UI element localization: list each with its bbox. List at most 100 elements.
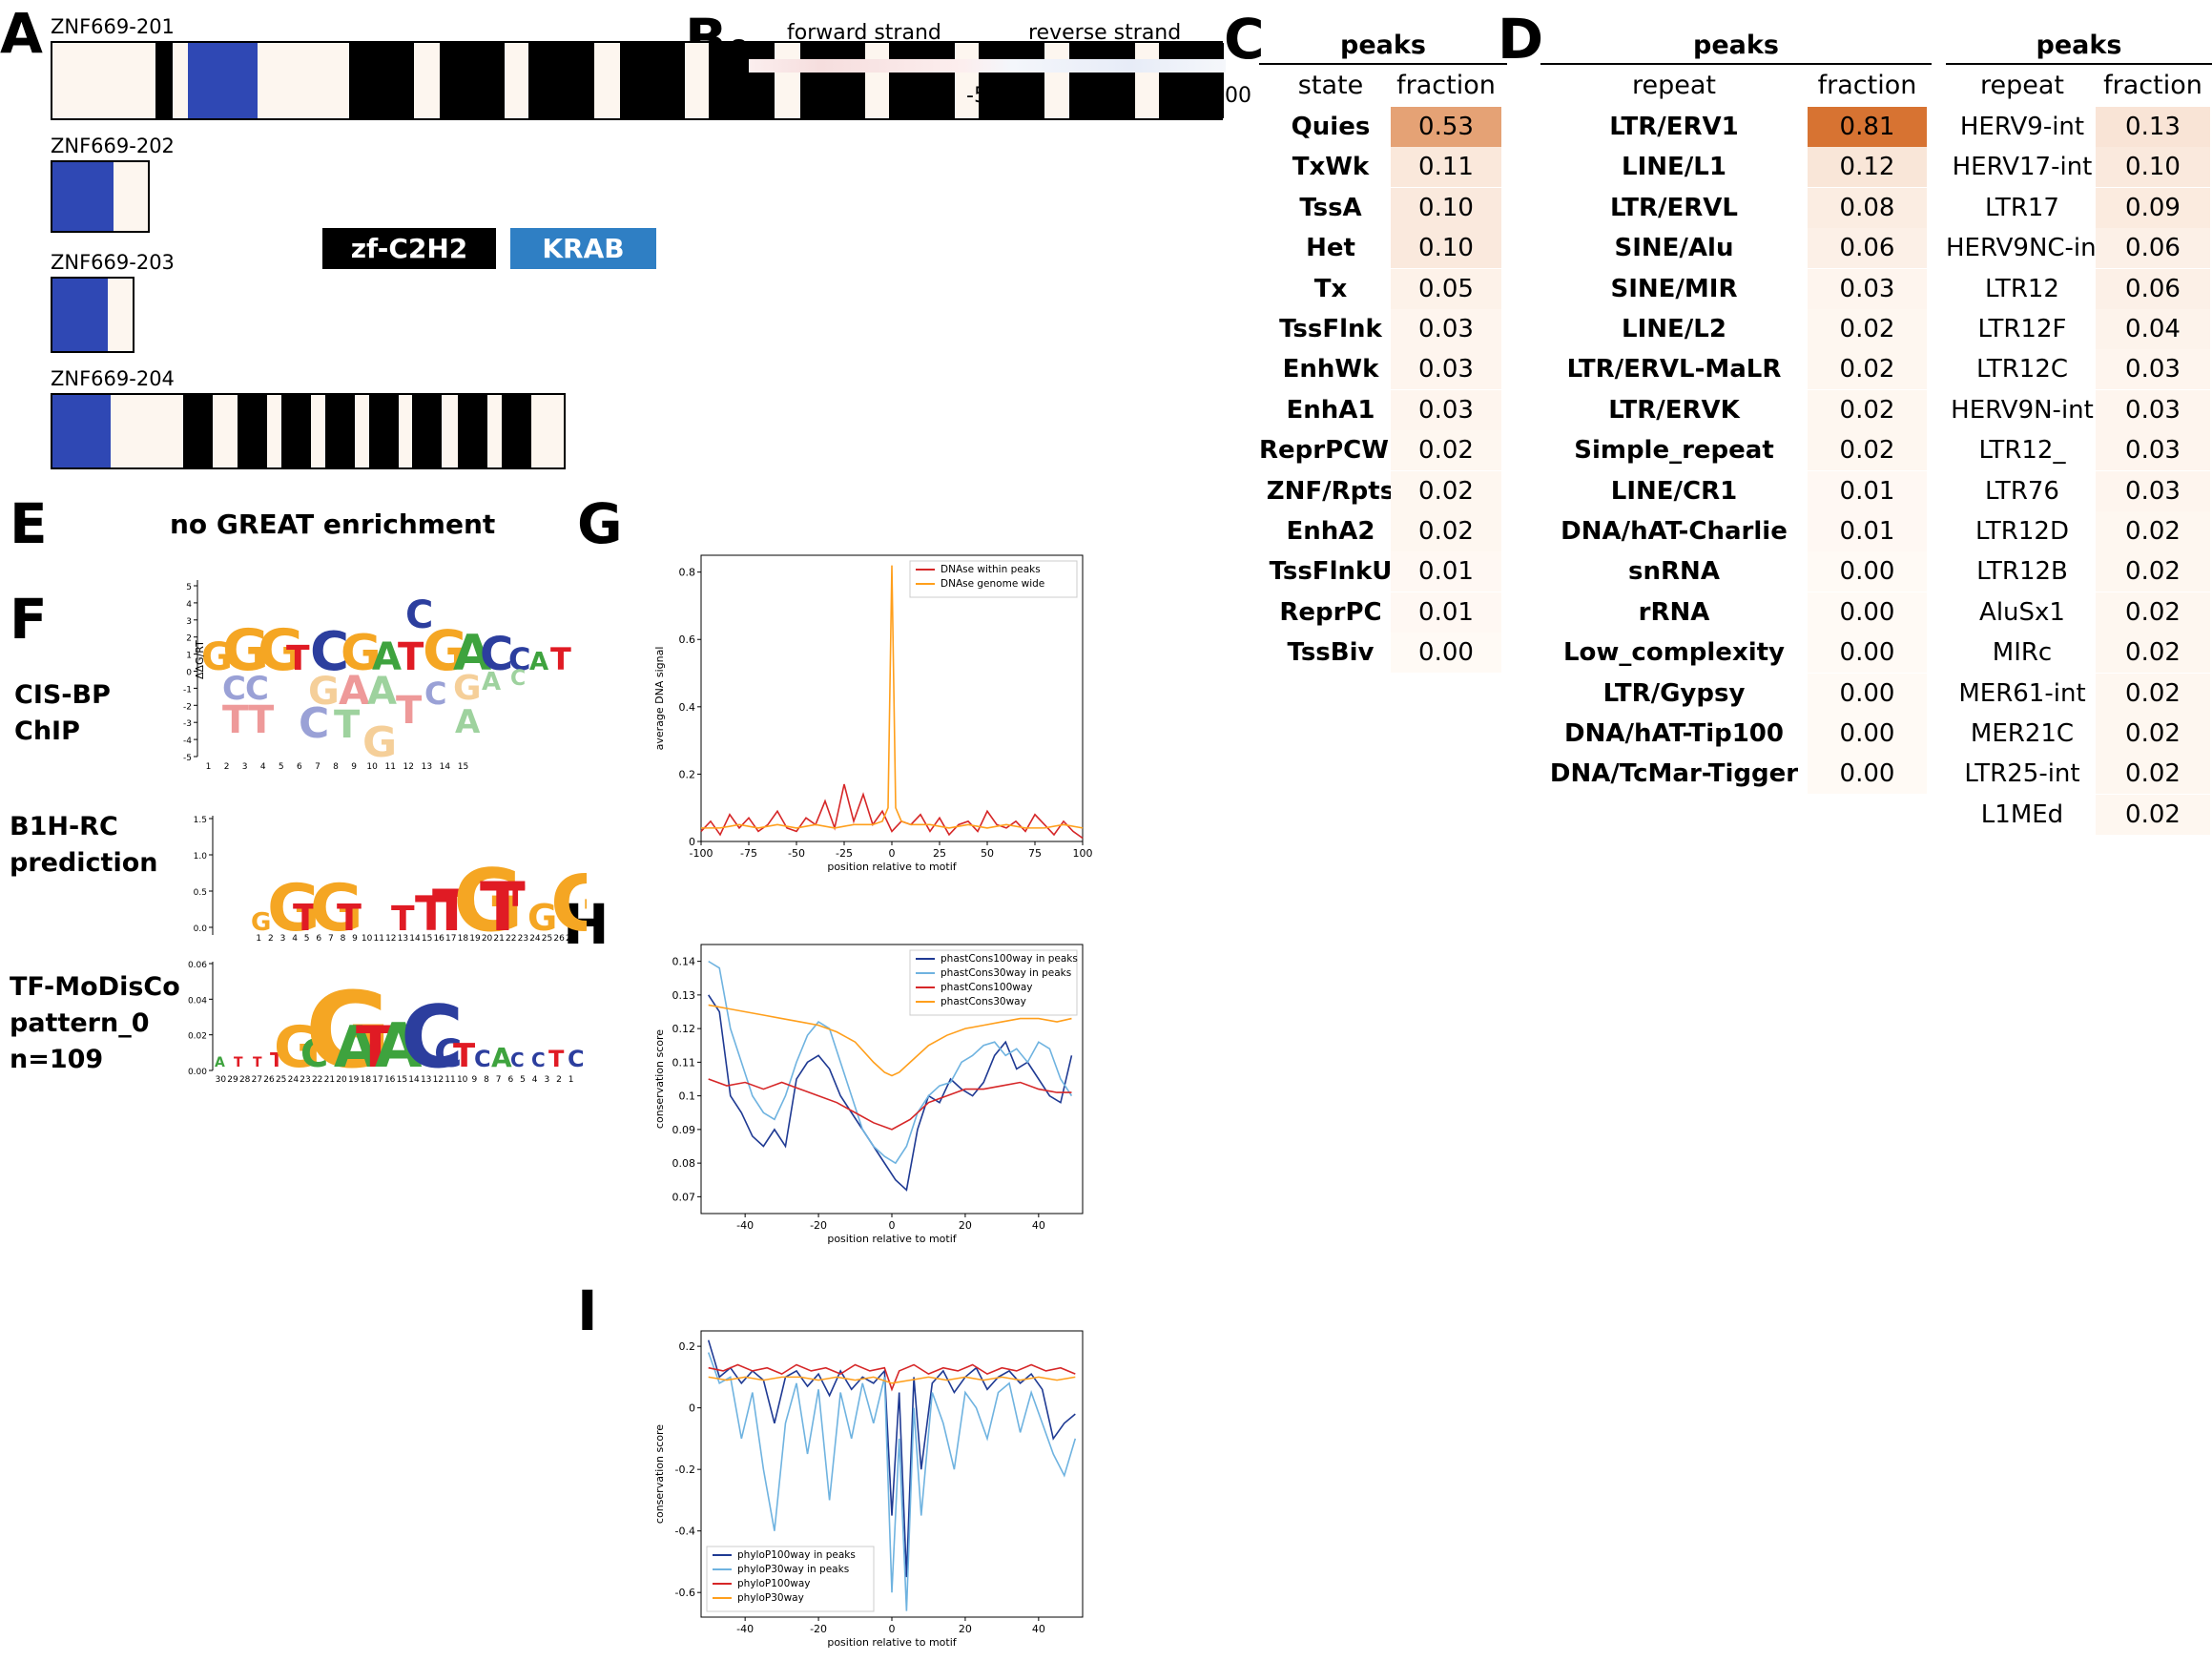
logo-xtick-label: 14 [409,934,421,944]
logo-xtick-label: 19 [469,934,481,944]
repeat-subfamily-name: LTR12C [1975,355,2069,384]
repeat-family-name: LINE/L1 [1622,153,1726,182]
logo-ytick-label: 0.02 [188,1032,207,1042]
logo-xtick-label: 7 [315,762,320,771]
chart-h-phastcons: -40 -20 0 20 40 0.07 0.08 0.09 0.1 0.11 0.12 0.13 0.… [653,944,1084,1245]
legend-label: DNAse within peaks [941,564,1041,575]
svg-text:G: G [527,897,557,939]
state-fraction: 0.11 [1391,147,1501,188]
logo-xtick-label: 2 [224,762,230,771]
svg-text:G: G [251,908,271,937]
state-fraction: 0.00 [1391,633,1501,674]
repeat-family-name: DNA/hAT-Charlie [1561,517,1788,546]
repeat-subfamily-name: HERV9NC-int [1946,234,2098,263]
logo-ytick-label: 3 [186,617,192,627]
state-name: TssA [1299,193,1362,222]
svg-text:G: G [305,969,391,1088]
panel-b-heatmap [749,59,1226,73]
state-fraction: 0.02 [1391,511,1501,551]
logo-xtick-label: 28 [239,1075,251,1085]
svg-text:T: T [356,1014,395,1081]
state-name: Quies [1291,113,1371,141]
zf-c2h2-domain [238,395,268,467]
svg-text:G: G [308,670,340,714]
repeat-subfamily-fraction: 0.09 [2096,187,2210,228]
repeat-family-fraction: 0.02 [1808,389,1927,430]
y-tick-label: 0.2 [679,1340,696,1353]
motif-label-modisco: TF-MoDisCo pattern_0 n=109 [10,969,180,1078]
panel-c-col-fraction: fraction [1396,71,1496,100]
logo-xtick-label: 4 [292,934,298,944]
repeat-family-name: LTR/ERV1 [1609,113,1739,141]
x-tick-label: 40 [1032,1219,1045,1232]
repeat-subfamily-fraction: 0.02 [2096,592,2210,633]
repeat-family-fraction: 0.01 [1808,511,1927,551]
logo-xtick-label: 22 [312,1075,322,1085]
state-name: TssFlnkU [1269,557,1393,587]
repeat-family-name: LTR/ERVK [1608,395,1740,425]
logo-ytick-label: -3 [183,719,192,729]
logo-xtick-label: 26 [263,1075,275,1085]
zf-c2h2-domain [183,395,214,467]
y-tick-label: 0.6 [679,633,696,646]
repeat-subfamily-name: HERV9-int [1959,113,2085,141]
state-name: ZNF/Rpts [1266,476,1395,506]
state-name: EnhWk [1282,355,1379,384]
logo-xtick-label: 8 [484,1075,489,1085]
x-tick-label: -40 [736,1623,754,1635]
svg-text:T: T [415,886,447,942]
state-fraction: 0.53 [1391,107,1501,147]
logo-xtick-label: 4 [260,762,266,771]
repeat-family-fraction: 0.02 [1808,309,1927,349]
x-tick-label: 25 [933,847,946,860]
svg-text:G: G [550,860,587,945]
svg-text:A: A [372,635,402,679]
svg-text:A: A [375,1011,423,1082]
logo-ytick-label: 0.00 [188,1068,207,1077]
series-line [708,994,1073,1192]
transcript-bar-3 [51,277,134,353]
panel-d-rule-1 [1540,63,1932,65]
repeat-family-fraction: 0.03 [1808,268,1927,309]
repeat-family-name: DNA/hAT-Tip100 [1564,719,1784,748]
x-axis-label: position relative to motif [827,1636,957,1649]
repeat-subfamily-name: LTR12F [1977,315,2067,343]
repeat-family-fraction: 0.02 [1808,430,1927,471]
state-fraction: 0.03 [1391,349,1501,390]
series-line [707,1339,1076,1578]
logo-xtick-label: 12 [403,762,414,771]
panel-b-tick-0: 0 [1102,84,1115,108]
svg-text:C: C [245,670,269,708]
series-line [708,960,1073,1165]
logo-xtick-label: 16 [433,934,444,944]
x-tick-label: 0 [889,1219,896,1232]
x-tick-label: -20 [810,1219,827,1232]
repeat-family-name: rRNA [1638,597,1710,627]
repeat-subfamily-name: MER21C [1970,719,2075,748]
svg-text:T: T [253,1055,262,1070]
panel-b-tick-neg500: -500 [966,84,1014,108]
state-fraction: 0.10 [1391,187,1501,228]
svg-text:A: A [455,703,481,741]
repeat-subfamily-fraction: 0.02 [2096,714,2210,754]
logo-xtick-label: 10 [366,762,378,771]
y-tick-label: -0.2 [675,1464,695,1476]
repeat-subfamily-name: LTR12_ [1978,436,2066,466]
motif-label-b1h-line2: prediction [10,848,158,878]
state-name: ReprPC [1279,597,1382,627]
repeat-subfamily-fraction: 0.02 [2096,754,2210,795]
zf-c2h2-domain [799,43,866,118]
repeat-subfamily-name: LTR17 [1985,193,2059,222]
svg-text:C: C [310,621,349,683]
svg-text:T: T [337,897,362,939]
repeat-subfamily-fraction: 0.04 [2096,309,2210,349]
panel-d-col-repeat-2: repeat [1979,71,2064,100]
svg-text:C: C [300,1032,328,1076]
motif-label-modisco-line1: TF-MoDisCo [10,972,180,1002]
panel-label-e: E [10,491,48,556]
legend-box [909,949,1078,1016]
motif-label-cisbp: CIS-BP ChIP [14,677,111,750]
logo-xtick-label: 2 [556,1075,562,1085]
state-name: ReprPCWk [1259,436,1402,466]
